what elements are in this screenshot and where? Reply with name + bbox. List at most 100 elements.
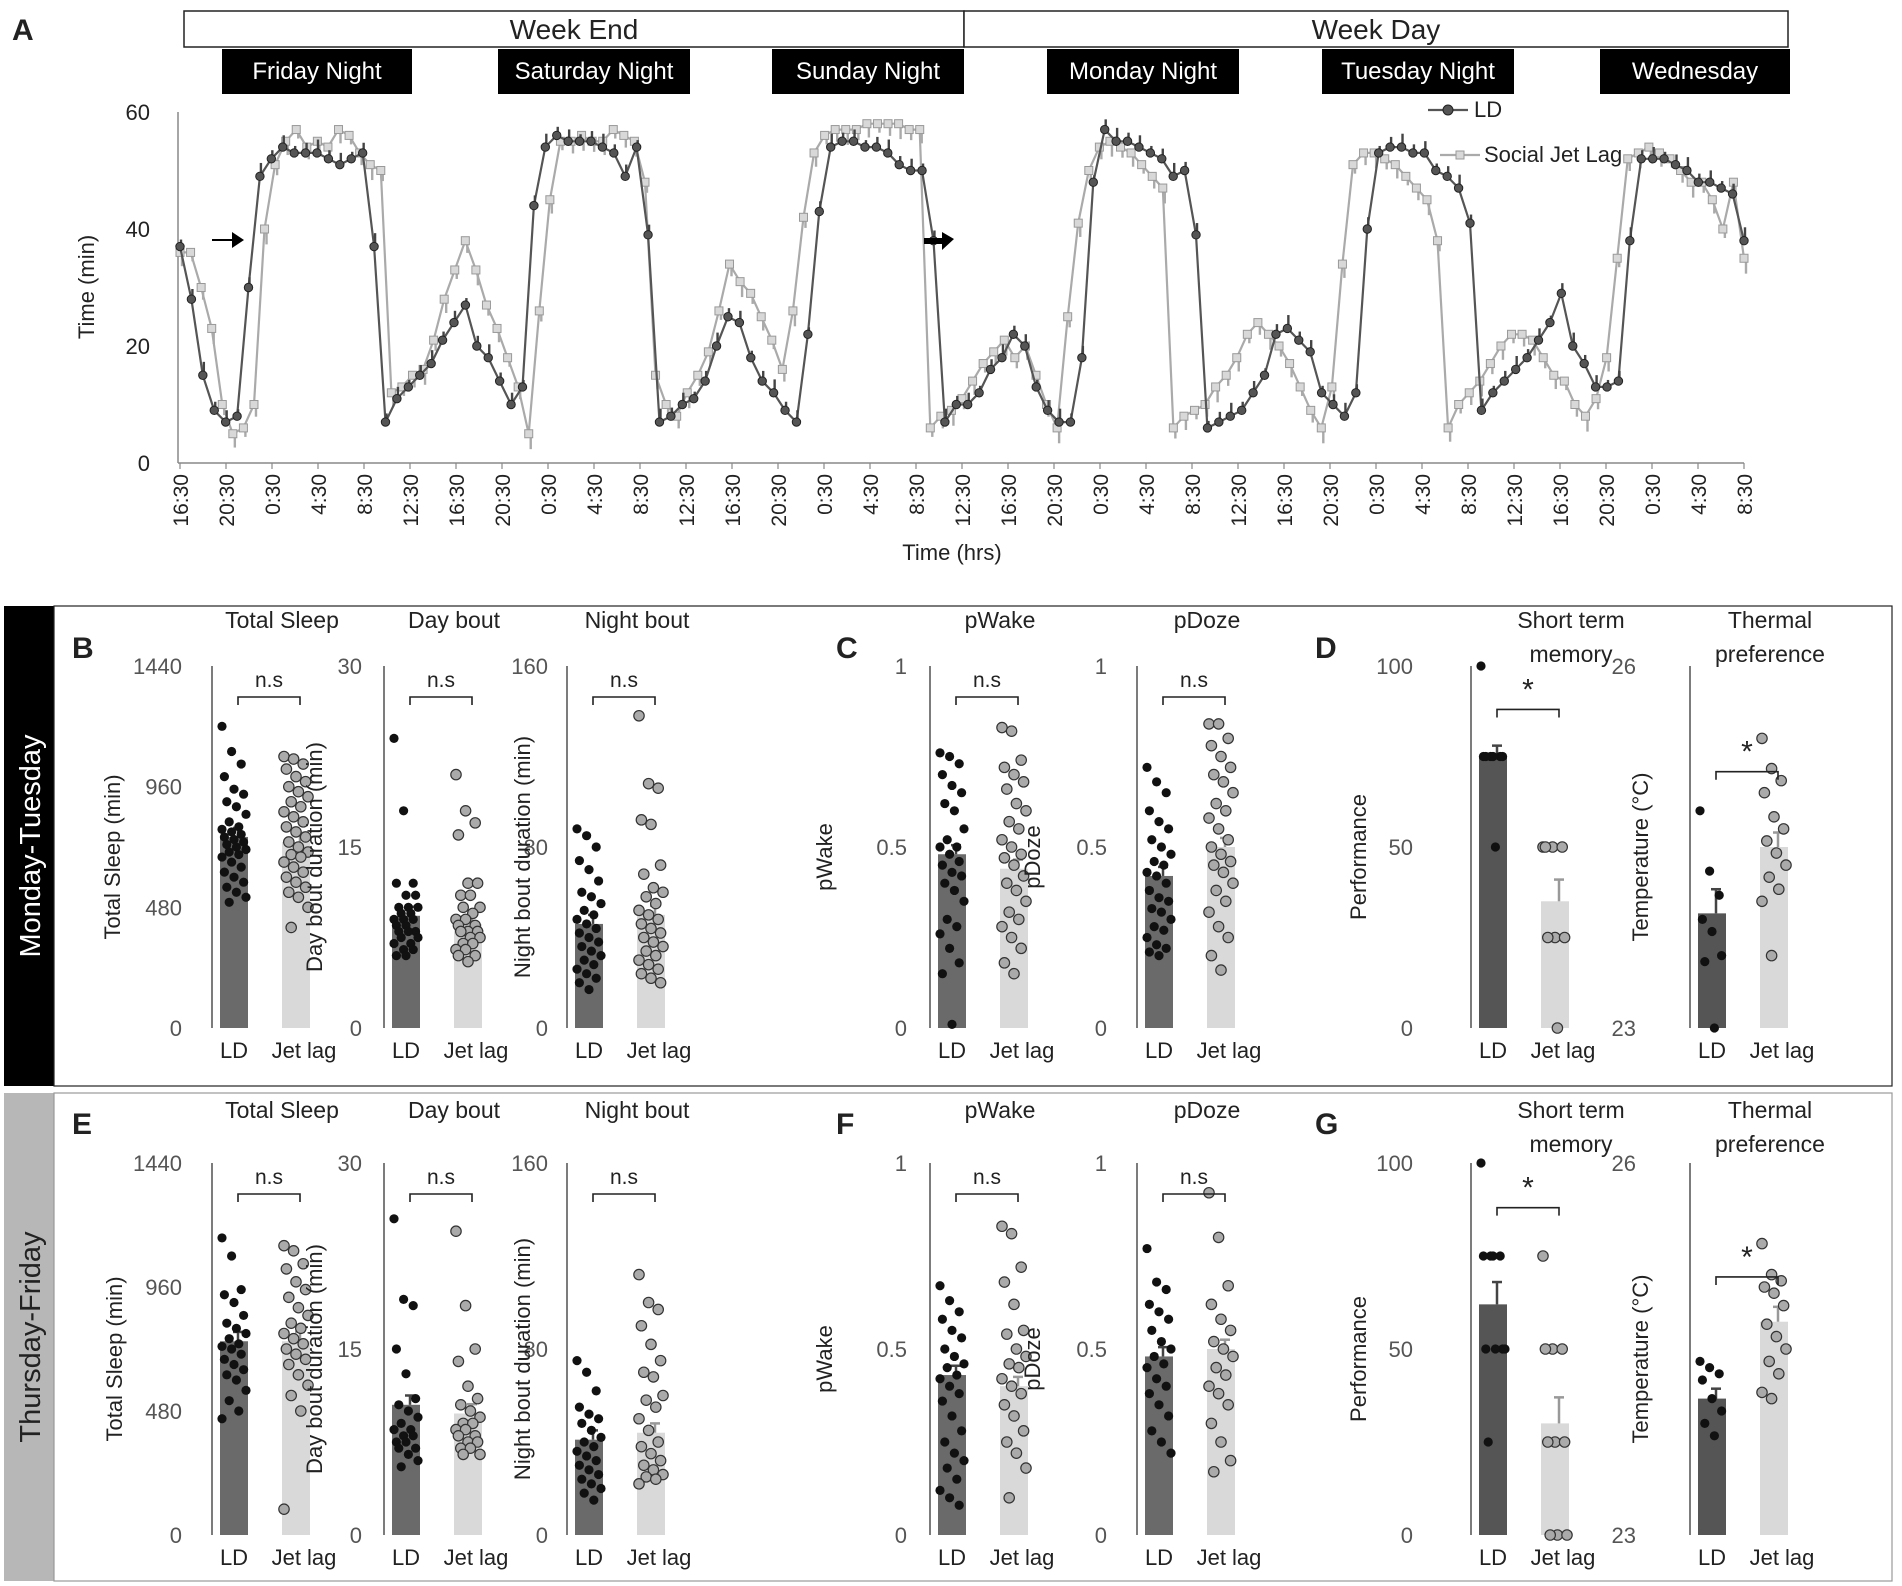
ld-dot bbox=[1161, 1284, 1171, 1295]
jetlag-point bbox=[1179, 411, 1189, 421]
ld-dot bbox=[231, 802, 241, 812]
y-axis-title: pWake bbox=[812, 1325, 837, 1393]
jetlag-dot bbox=[998, 957, 1011, 969]
jetlag-dot bbox=[1773, 883, 1785, 896]
y-tick-label: 80 bbox=[524, 1337, 548, 1362]
jetlag-point bbox=[450, 265, 460, 275]
y-tick-label: 0 bbox=[138, 451, 150, 476]
ld-dot bbox=[596, 898, 606, 909]
ld-point bbox=[1682, 165, 1692, 176]
jetlag-dot bbox=[278, 806, 290, 818]
ld-dot bbox=[1154, 951, 1164, 961]
ld-dot bbox=[1161, 1381, 1171, 1391]
ld-point bbox=[1727, 189, 1738, 199]
x-tick-label: 4:30 bbox=[308, 474, 331, 515]
ld-dot bbox=[217, 1233, 227, 1243]
ld-dot bbox=[584, 1465, 594, 1475]
category-label: Jet lag bbox=[627, 1038, 692, 1063]
x-tick-label: 20:30 bbox=[216, 474, 239, 527]
x-tick-label: 0:30 bbox=[1090, 474, 1113, 515]
significance-bracket bbox=[1162, 696, 1226, 705]
ld-dot bbox=[224, 847, 234, 857]
jetlag-dot bbox=[635, 1440, 648, 1453]
ld-point bbox=[1556, 288, 1567, 299]
ld-dot bbox=[954, 1307, 964, 1317]
ld-point bbox=[700, 376, 710, 386]
ld-dot bbox=[1495, 1251, 1505, 1261]
jetlag-dot bbox=[452, 1430, 465, 1442]
ld-point bbox=[917, 165, 927, 176]
ld-dot bbox=[1488, 751, 1498, 762]
x-tick-label: 0:30 bbox=[262, 474, 285, 515]
x-tick-label: 20:30 bbox=[1596, 474, 1619, 527]
jetlag-dot bbox=[1005, 841, 1018, 853]
subplot-title: pDoze bbox=[1174, 1097, 1240, 1123]
ld-point bbox=[1625, 236, 1635, 246]
jetlag-point bbox=[1390, 160, 1400, 170]
jetlag-dot bbox=[1777, 1299, 1790, 1312]
ld-point bbox=[198, 370, 208, 380]
ld-point bbox=[494, 376, 505, 386]
ld-dot bbox=[231, 842, 241, 852]
jetlag-dot bbox=[1756, 1386, 1768, 1399]
ld-dot bbox=[227, 857, 237, 867]
ld-dot bbox=[582, 831, 592, 841]
ld-point bbox=[963, 399, 973, 410]
ld-point bbox=[1168, 171, 1178, 182]
jetlag-point bbox=[714, 306, 724, 316]
y-tick-label: 0 bbox=[1401, 1523, 1413, 1548]
jetlag-point bbox=[1580, 411, 1590, 421]
ld-point bbox=[860, 142, 870, 152]
jetlag-point bbox=[1401, 171, 1411, 181]
ld-dot bbox=[1147, 1325, 1157, 1335]
y-tick-label: 1 bbox=[895, 654, 907, 679]
ld-dot bbox=[577, 1418, 587, 1428]
jetlag-dot bbox=[1215, 1436, 1227, 1448]
ld-dot bbox=[1483, 1437, 1493, 1447]
category-label: Jet lag bbox=[627, 1545, 692, 1570]
subplot-night-bout: Night bout 0 80 160 Night bout duration (min… bbox=[510, 607, 691, 1063]
ld-dot bbox=[594, 876, 604, 886]
ld-dot bbox=[227, 1251, 237, 1261]
jetlag-point bbox=[186, 247, 196, 257]
jetlag-dot bbox=[1008, 1410, 1020, 1422]
y-tick-label: 480 bbox=[145, 895, 182, 920]
jetlag-dot bbox=[450, 1225, 462, 1237]
ld-dot bbox=[408, 1431, 418, 1441]
subplot-day-bout: Day bout 0 15 30 Day bout duration (min) LD Je… bbox=[302, 607, 508, 1063]
jetlag-point bbox=[1348, 160, 1358, 170]
ld-point bbox=[803, 329, 813, 339]
ld-dot bbox=[1705, 866, 1715, 876]
ld-point bbox=[1351, 388, 1361, 398]
jetlag-point bbox=[862, 119, 872, 129]
ld-dot bbox=[1154, 817, 1164, 827]
category-label: LD bbox=[392, 1545, 420, 1570]
jetlag-dot bbox=[1000, 1328, 1013, 1340]
jetlag-dot bbox=[1203, 718, 1215, 730]
jetlag-dot bbox=[294, 800, 307, 813]
jetlag-dot bbox=[642, 1424, 655, 1437]
ld-dot bbox=[219, 1354, 229, 1364]
jetlag-dot bbox=[642, 958, 655, 971]
y-tick-label: 0.5 bbox=[876, 1337, 907, 1362]
jetlag-point bbox=[904, 125, 914, 135]
ld-dot bbox=[236, 1349, 246, 1359]
jetlag-dot bbox=[464, 1442, 477, 1454]
jetlag-point bbox=[968, 376, 978, 386]
jetlag-point bbox=[344, 130, 354, 140]
jetlag-dot bbox=[1015, 754, 1027, 766]
jetlag-dot bbox=[633, 904, 645, 917]
ld-point bbox=[1579, 358, 1589, 369]
ld-dot bbox=[591, 1456, 601, 1466]
period-label-weekend: Week End bbox=[510, 14, 639, 45]
jetlag-point bbox=[989, 347, 999, 357]
subplot-total-sleep: Total Sleep 0 480 960 1440 Total Sleep (min) L… bbox=[102, 1097, 339, 1570]
jetlag-dot bbox=[278, 856, 290, 868]
ld-dot bbox=[574, 978, 585, 988]
ld-dot bbox=[1147, 1426, 1157, 1436]
ld-dot bbox=[234, 1339, 244, 1349]
jetlag-dot bbox=[280, 821, 293, 833]
ld-dot bbox=[959, 1359, 969, 1369]
ld-dot bbox=[1154, 1307, 1164, 1317]
ld-dot bbox=[582, 919, 592, 929]
